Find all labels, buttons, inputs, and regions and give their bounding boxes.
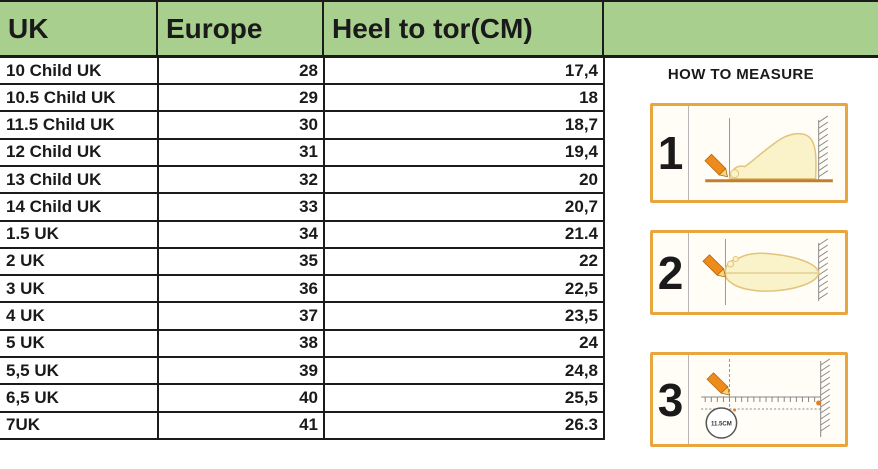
uk-size-cell: 4 UK xyxy=(0,301,159,331)
measure-step-2: 2 xyxy=(650,230,848,315)
table-row: 10 Child UK 28 17,4 xyxy=(0,58,605,86)
measure-step-1: 1 xyxy=(650,103,848,203)
heel-toe-length-cell: 24,8 xyxy=(323,356,605,386)
heel-toe-length-cell: 20,7 xyxy=(323,192,605,222)
step-number: 2 xyxy=(653,233,689,312)
uk-size-cell: 12 Child UK xyxy=(0,137,159,167)
europe-size-cell: 37 xyxy=(157,301,325,331)
europe-size-cell: 35 xyxy=(157,246,325,277)
table-row: 11.5 Child UK 30 18,7 xyxy=(0,110,605,140)
europe-size-cell: 40 xyxy=(157,383,325,413)
table-row: 2 UK 35 22 xyxy=(0,246,605,277)
europe-size-cell: 28 xyxy=(157,58,325,86)
header-europe: Europe xyxy=(158,2,324,55)
uk-size-cell: 1.5 UK xyxy=(0,219,159,249)
table-row: 14 Child UK 33 20,7 xyxy=(0,192,605,222)
foot-side-view-icon xyxy=(704,115,833,183)
measured-length-note: 11.5CM xyxy=(711,422,732,428)
table-row: 10.5 Child UK 29 18 xyxy=(0,83,605,113)
europe-size-cell: 32 xyxy=(157,164,325,195)
uk-size-cell: 5 UK xyxy=(0,328,159,359)
header-heel-to-toe: Heel to tor(CM) xyxy=(324,2,604,55)
heel-toe-length-cell: 18 xyxy=(323,83,605,113)
table-row: 7UK 41 26.3 xyxy=(0,410,605,441)
heel-toe-length-cell: 20 xyxy=(323,164,605,195)
foot-top-view-icon xyxy=(702,238,829,305)
uk-size-cell: 10.5 Child UK xyxy=(0,83,159,113)
europe-size-cell: 34 xyxy=(157,219,325,249)
uk-size-cell: 7UK xyxy=(0,410,159,441)
size-table: 10 Child UK 28 17,4 10.5 Child UK 29 18 11.5 C… xyxy=(0,58,605,441)
heel-toe-length-cell: 17,4 xyxy=(323,58,605,86)
heel-toe-length-cell: 19,4 xyxy=(323,137,605,167)
heel-toe-length-cell: 23,5 xyxy=(323,301,605,331)
heel-toe-length-cell: 25,5 xyxy=(323,383,605,413)
heel-toe-length-cell: 22,5 xyxy=(323,274,605,304)
uk-size-cell: 11.5 Child UK xyxy=(0,110,159,140)
uk-size-cell: 6,5 UK xyxy=(0,383,159,413)
europe-size-cell: 36 xyxy=(157,274,325,304)
step-number: 3 xyxy=(653,355,689,444)
heel-toe-length-cell: 22 xyxy=(323,246,605,277)
table-header-row: UK Europe Heel to tor(CM) xyxy=(0,0,878,58)
table-row: 12 Child UK 31 19,4 xyxy=(0,137,605,167)
europe-size-cell: 31 xyxy=(157,137,325,167)
ruler-measure-icon: 11.5CM xyxy=(701,358,831,439)
heel-toe-length-cell: 21.4 xyxy=(323,219,605,249)
table-row: 1.5 UK 34 21.4 xyxy=(0,219,605,249)
uk-size-cell: 14 Child UK xyxy=(0,192,159,222)
table-row: 6,5 UK 40 25,5 xyxy=(0,383,605,413)
measure-title: HOW TO MEASURE xyxy=(667,66,815,83)
heel-toe-length-cell: 18,7 xyxy=(323,110,605,140)
table-row: 5,5 UK 39 24,8 xyxy=(0,356,605,386)
measure-panel: HOW TO MEASURE 1 2 xyxy=(604,0,878,469)
uk-size-cell: 10 Child UK xyxy=(0,58,159,86)
measure-step-3: 3 11.5CM xyxy=(650,352,848,447)
table-row: 13 Child UK 32 20 xyxy=(0,164,605,195)
uk-size-cell: 2 UK xyxy=(0,246,159,277)
europe-size-cell: 39 xyxy=(157,356,325,386)
europe-size-cell: 41 xyxy=(157,410,325,441)
heel-toe-length-cell: 24 xyxy=(323,328,605,359)
table-row: 4 UK 37 23,5 xyxy=(0,301,605,331)
uk-size-cell: 13 Child UK xyxy=(0,164,159,195)
table-row: 3 UK 36 22,5 xyxy=(0,274,605,304)
europe-size-cell: 30 xyxy=(157,110,325,140)
europe-size-cell: 38 xyxy=(157,328,325,359)
europe-size-cell: 29 xyxy=(157,83,325,113)
header-uk: UK xyxy=(0,2,158,55)
uk-size-cell: 3 UK xyxy=(0,274,159,304)
table-row: 5 UK 38 24 xyxy=(0,328,605,359)
europe-size-cell: 33 xyxy=(157,192,325,222)
uk-size-cell: 5,5 UK xyxy=(0,356,159,386)
heel-toe-length-cell: 26.3 xyxy=(323,410,605,441)
step-number: 1 xyxy=(653,106,689,200)
size-table-body: 10 Child UK 28 17,4 10.5 Child UK 29 18 11.5 C… xyxy=(0,58,605,441)
